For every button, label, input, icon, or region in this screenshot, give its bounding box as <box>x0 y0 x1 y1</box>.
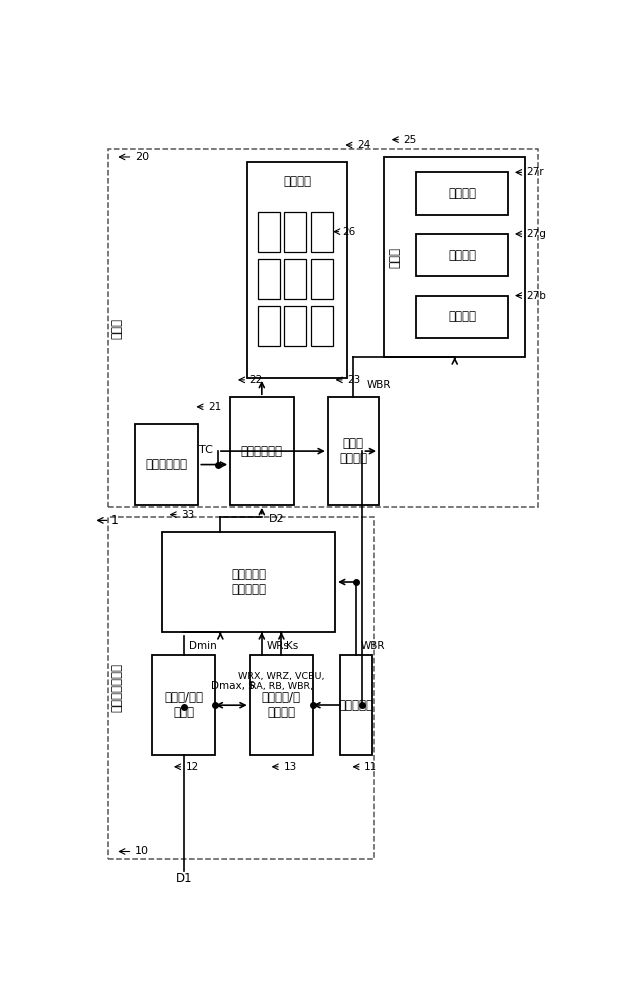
Text: 背光源: 背光源 <box>388 247 401 268</box>
Bar <box>135 424 198 505</box>
Bar <box>284 306 306 346</box>
Bar <box>284 212 306 252</box>
Text: 27g: 27g <box>527 229 547 239</box>
Text: 33: 33 <box>181 510 195 520</box>
Bar <box>416 296 508 338</box>
Text: 21: 21 <box>208 402 221 412</box>
Bar <box>416 234 508 276</box>
Text: 27r: 27r <box>527 167 544 177</box>
Text: 12: 12 <box>186 762 199 772</box>
Bar <box>258 259 280 299</box>
Text: 参数存储部: 参数存储部 <box>338 699 374 712</box>
Text: WRs: WRs <box>266 641 290 651</box>
Bar <box>384 157 525 357</box>
Text: 1: 1 <box>110 514 118 527</box>
Text: 分配比例/系
数运算部: 分配比例/系 数运算部 <box>262 691 301 719</box>
Text: 图像数据变换部: 图像数据变换部 <box>110 663 123 712</box>
Bar <box>230 397 294 505</box>
Text: 27b: 27b <box>527 291 547 301</box>
Text: Ks: Ks <box>286 641 299 651</box>
Bar <box>311 259 333 299</box>
Text: 定时控制电路: 定时控制电路 <box>146 458 188 471</box>
Text: 面板驱动电路: 面板驱动电路 <box>241 445 283 458</box>
Text: D2: D2 <box>269 514 285 524</box>
Text: 13: 13 <box>284 762 297 772</box>
Text: 24: 24 <box>357 140 370 150</box>
Text: 统计値/彩度
运算部: 统计値/彩度 运算部 <box>164 691 203 719</box>
Bar <box>152 655 215 755</box>
Bar <box>340 655 372 755</box>
Bar <box>258 212 280 252</box>
Text: 显示部: 显示部 <box>110 318 123 339</box>
Bar <box>311 212 333 252</box>
Bar <box>258 306 280 346</box>
Bar <box>416 172 508 215</box>
Text: 26: 26 <box>343 227 356 237</box>
Text: WBR: WBR <box>367 379 391 389</box>
Text: 22: 22 <box>249 375 263 385</box>
Text: 液晶面板: 液晶面板 <box>284 175 311 188</box>
Bar <box>328 397 379 505</box>
Text: Dmin: Dmin <box>188 641 216 651</box>
Text: Dmax, S: Dmax, S <box>210 681 255 691</box>
Text: D1: D1 <box>175 872 192 885</box>
Bar <box>247 162 347 378</box>
Text: TC: TC <box>199 445 213 455</box>
Text: WBR: WBR <box>361 641 385 651</box>
Text: WRX, WRZ, VCBU,
RA, RB, WBR,: WRX, WRZ, VCBU, RA, RB, WBR, <box>238 672 324 691</box>
Text: 20: 20 <box>135 152 149 162</box>
Text: 23: 23 <box>347 375 360 385</box>
Text: 11: 11 <box>364 762 377 772</box>
Bar <box>311 306 333 346</box>
Bar <box>284 259 306 299</box>
Text: 10: 10 <box>135 846 149 856</box>
Bar <box>162 532 335 632</box>
Bar <box>108 517 374 859</box>
Text: 蓝色光源: 蓝色光源 <box>448 310 476 323</box>
Text: 25: 25 <box>403 135 416 145</box>
Bar <box>108 149 537 507</box>
Text: 背光源
驱动电路: 背光源 驱动电路 <box>340 437 367 465</box>
Text: 红色光源: 红色光源 <box>448 187 476 200</box>
Bar <box>249 655 313 755</box>
Text: 绿色光源: 绿色光源 <box>448 249 476 262</box>
Text: 驱动用图像
数据运算部: 驱动用图像 数据运算部 <box>231 568 266 596</box>
